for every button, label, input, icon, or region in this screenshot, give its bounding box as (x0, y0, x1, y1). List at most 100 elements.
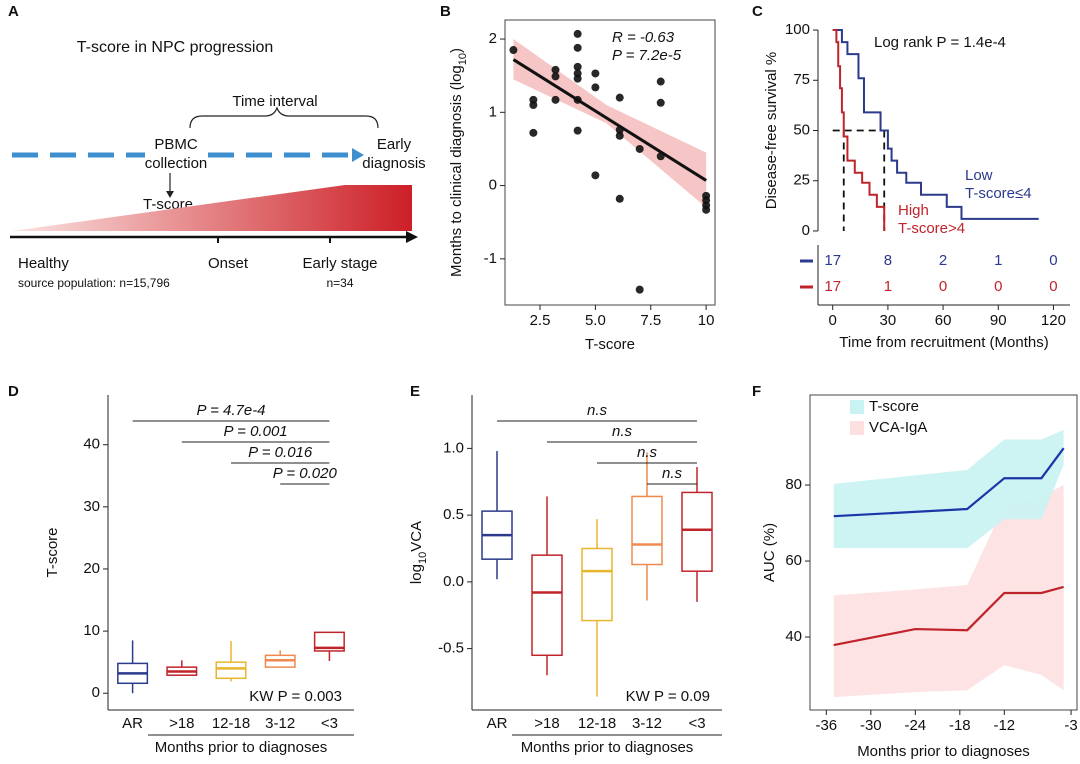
stage-label: Onset (208, 255, 249, 272)
brace (189, 106, 379, 129)
y-axis-label-part: T-score (44, 527, 61, 577)
interval-label: Time interval (232, 93, 317, 110)
x-tick-label: 5.0 (585, 312, 606, 329)
y-axis-label-sub: 10 (457, 53, 469, 65)
point (656, 77, 665, 86)
comparison-label: P = 0.020 (273, 465, 338, 482)
y-tick-label: 75 (793, 71, 810, 88)
point (615, 93, 624, 102)
x-tick-label: >18 (534, 715, 559, 732)
sample-label: n=34 (326, 276, 353, 290)
stage-label: Early stage (302, 255, 377, 272)
x-tick-label: AR (487, 715, 508, 732)
x-axis-label: Months prior to diagnoses (857, 743, 1030, 760)
y-tick-label: 100 (785, 21, 810, 38)
confidence-band (513, 39, 707, 208)
comparison-label: P = 0.001 (224, 423, 288, 440)
y-tick-label: 2 (489, 30, 497, 47)
confidence-band (833, 429, 1064, 549)
point (551, 65, 560, 74)
x-tick-label: 3-12 (265, 715, 295, 732)
x-tick-label: 7.5 (640, 312, 661, 329)
box (215, 661, 247, 680)
y-axis-label-part: Disease-free survival % (763, 52, 780, 210)
diagnosis-label: diagnosis (362, 155, 425, 172)
comparison-label: n.s (587, 402, 608, 419)
box (681, 491, 713, 572)
legend-label: T-score>4 (898, 220, 965, 237)
y-tick-label: 40 (83, 436, 100, 453)
y-tick-label: 60 (785, 552, 802, 569)
y-tick-label: 40 (785, 628, 802, 645)
y-tick-label: 25 (793, 172, 810, 189)
y-axis-label: Disease-free survival % (763, 52, 780, 210)
x-tick-label: >18 (169, 715, 194, 732)
panel-label: F (752, 383, 761, 400)
confidence-band (833, 485, 1064, 698)
y-tick-label: 0.5 (443, 506, 464, 523)
point (573, 95, 582, 104)
box (581, 547, 613, 622)
annotation: Log rank P = 1.4e-4 (874, 34, 1006, 51)
point (551, 72, 560, 81)
box (631, 495, 663, 566)
x-tick-label: 30 (880, 312, 897, 329)
at-risk-count: 0 (939, 278, 947, 295)
collection-label: PBMC (154, 136, 198, 153)
y-tick-label: 10 (83, 622, 100, 639)
comparison-label: P = 4.7e-4 (196, 402, 265, 419)
survival-curve (832, 29, 886, 231)
legend-label: High (898, 202, 929, 219)
at-risk-count: 0 (994, 278, 1002, 295)
y-axis-label-part: AUC (%) (761, 523, 778, 582)
x-tick-label: -18 (949, 717, 971, 734)
point (529, 128, 538, 137)
point (635, 144, 644, 153)
arrow-head (166, 191, 174, 198)
x-tick-label: 10 (698, 312, 715, 329)
y-tick-label: -1 (484, 250, 497, 267)
kw-label: KW P = 0.09 (626, 688, 710, 705)
y-tick-label: -0.5 (438, 640, 464, 657)
y-axis-label: T-score (44, 527, 61, 577)
legend-swatch (850, 400, 864, 414)
point (573, 74, 582, 83)
y-tick-label: 0 (802, 222, 810, 239)
auc-line (833, 447, 1065, 518)
point (615, 194, 624, 203)
panel-label: D (8, 383, 19, 400)
point (573, 43, 582, 52)
progression-wedge (12, 185, 412, 231)
at-risk-count: 0 (1049, 252, 1057, 269)
x-tick-label: AR (122, 715, 143, 732)
x-axis-label: T-score (585, 336, 635, 353)
plot-frame (809, 394, 1078, 711)
y-axis-label-part: VCA (408, 521, 425, 552)
panel-label: C (752, 3, 763, 20)
x-tick-label: 12-18 (212, 715, 250, 732)
point (591, 171, 600, 180)
timeline-arrow (352, 148, 364, 162)
at-risk-count: 17 (824, 252, 841, 269)
annotation: R = -0.63 (612, 29, 675, 46)
y-axis-label-part: ) (448, 48, 465, 53)
at-risk-count: 17 (824, 278, 841, 295)
annotation: P = 7.2e-5 (612, 47, 682, 64)
y-axis-label-sub: 10 (417, 552, 429, 564)
x-tick-label: <3 (688, 715, 705, 732)
y-tick-label: 0 (489, 177, 497, 194)
at-risk-count: 0 (1049, 278, 1057, 295)
x-tick-label: -3 (1064, 717, 1077, 734)
y-axis-label-part: Months to clinical diagnosis (log (448, 65, 465, 277)
y-axis-label-part: log (408, 564, 425, 584)
at-risk-count: 1 (884, 278, 892, 295)
x-tick-label: 0 (829, 312, 837, 329)
fit-line (512, 58, 707, 182)
x-tick-label: -30 (860, 717, 882, 734)
at-risk-count: 8 (884, 252, 892, 269)
point (573, 29, 582, 38)
point (573, 126, 582, 135)
point (635, 285, 644, 294)
y-tick-label: 1 (489, 103, 497, 120)
